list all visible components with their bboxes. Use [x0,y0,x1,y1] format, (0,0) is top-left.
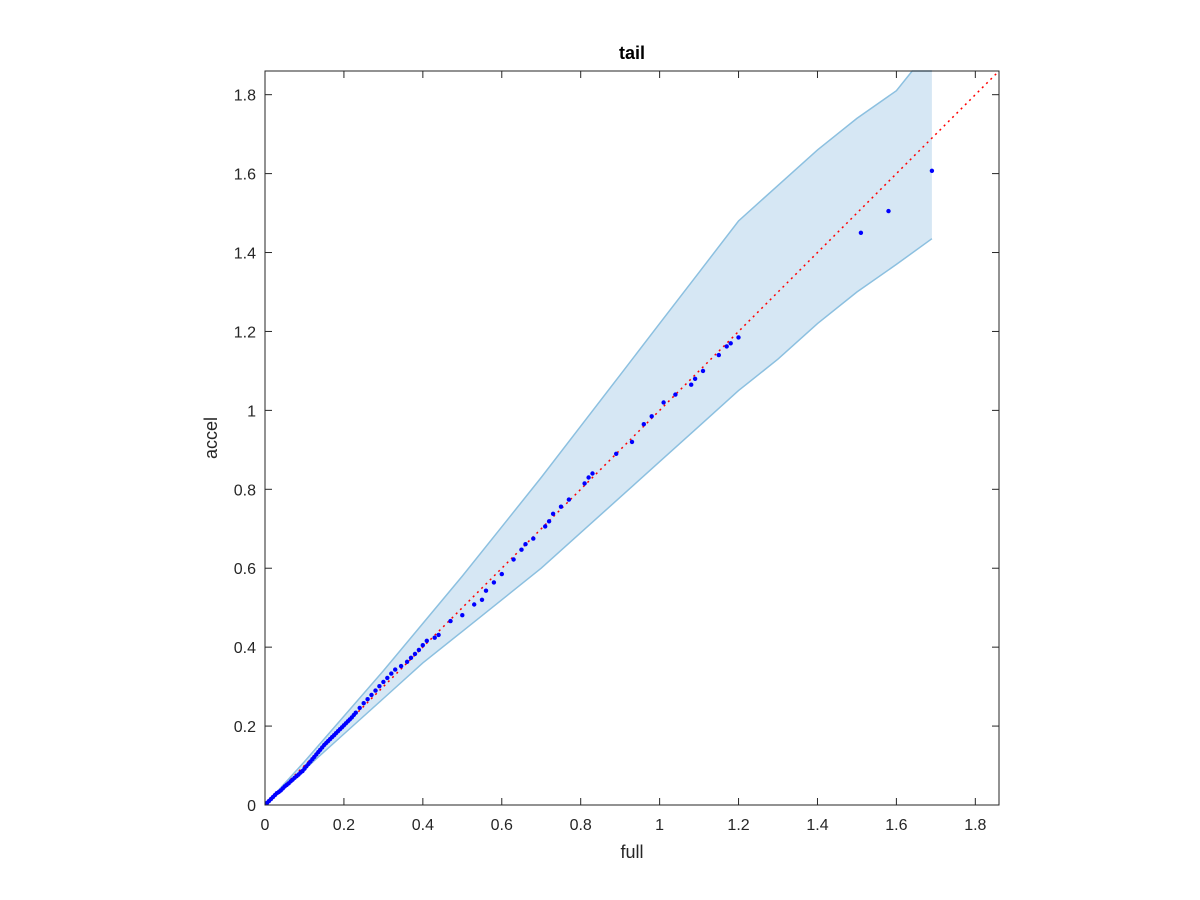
data-point [519,547,524,552]
y-tick-label: 0.2 [234,719,256,736]
data-point [479,597,485,602]
data-point [629,439,635,445]
data-point [543,524,548,529]
y-tick-label: 0 [247,798,256,815]
data-point [858,230,864,235]
y-tick-label: 1.6 [234,167,256,184]
data-point [716,352,721,358]
data-point [365,697,370,702]
y-tick-label: 1.4 [234,246,256,263]
data-point [724,344,729,349]
data-point [661,400,666,405]
x-tick-label: 1.4 [806,817,828,834]
data-point [546,519,552,524]
data-point [436,632,441,638]
data-point [472,602,477,607]
x-tick-label: 1.6 [885,817,907,834]
data-point [483,588,489,593]
data-point [929,168,935,173]
y-tick-label: 1 [247,403,256,420]
data-point [728,341,733,346]
data-point [491,580,497,585]
data-point [558,504,564,509]
data-point [511,557,516,562]
data-point [566,497,572,502]
data-point [886,208,891,214]
x-tick-label: 0 [261,817,270,834]
data-point [353,710,358,715]
data-points [264,168,935,806]
x-tick-label: 0.2 [333,817,355,834]
x-axis-label: full [620,842,643,862]
data-point [361,701,366,706]
data-point [614,451,619,456]
data-point [550,511,556,516]
data-point [432,635,437,640]
y-axis-ticks: 0 0.2 0.4 0.6 0.8 1 1.2 1.4 1.6 1.8 [234,88,999,815]
data-point [582,481,587,486]
y-tick-label: 1.8 [234,88,256,105]
data-point [424,638,429,643]
x-tick-label: 0.8 [570,817,592,834]
data-point [408,655,414,660]
confidence-band [265,71,932,805]
y-tick-label: 0.8 [234,482,256,499]
data-point [381,679,386,685]
confidence-band-upper-edge [264,70,932,806]
data-point [377,684,382,689]
x-tick-label: 1.2 [727,817,749,834]
data-point [531,536,536,541]
x-tick-label: 1 [655,817,664,834]
confidence-band-lower-edge [264,238,933,806]
data-point [357,705,362,711]
data-point [412,651,418,657]
data-point [649,414,654,419]
data-point [586,475,591,480]
data-point [416,647,422,653]
data-point [700,368,706,374]
chart-title: tail [619,43,645,63]
data-point [398,663,404,669]
data-point [736,335,741,340]
data-point [385,675,390,681]
reference-line [264,70,1000,806]
y-tick-label: 0.4 [234,640,256,657]
data-point [641,422,646,427]
data-point [389,671,394,676]
data-point [373,688,378,693]
x-tick-label: 0.6 [491,817,513,834]
data-point [460,613,465,618]
data-point [420,643,425,648]
data-point [692,376,698,381]
data-point [404,659,410,664]
axes-box [264,70,1000,806]
x-tick-label: 1.8 [964,817,986,834]
x-axis-ticks: 0 0.2 0.4 0.6 0.8 1 1.2 1.4 1.6 1.8 [261,71,987,834]
data-point [689,382,694,387]
data-point [673,392,678,397]
plot-band [264,70,933,806]
y-tick-label: 0.6 [234,561,256,578]
data-point [499,571,504,577]
x-tick-label: 0.4 [412,817,434,834]
y-axis-label: accel [201,417,221,459]
data-point [393,667,398,672]
data-point [523,542,528,547]
y-tick-label: 1.2 [234,324,256,341]
data-point [590,471,595,476]
data-point [369,692,374,698]
data-point [448,618,453,624]
